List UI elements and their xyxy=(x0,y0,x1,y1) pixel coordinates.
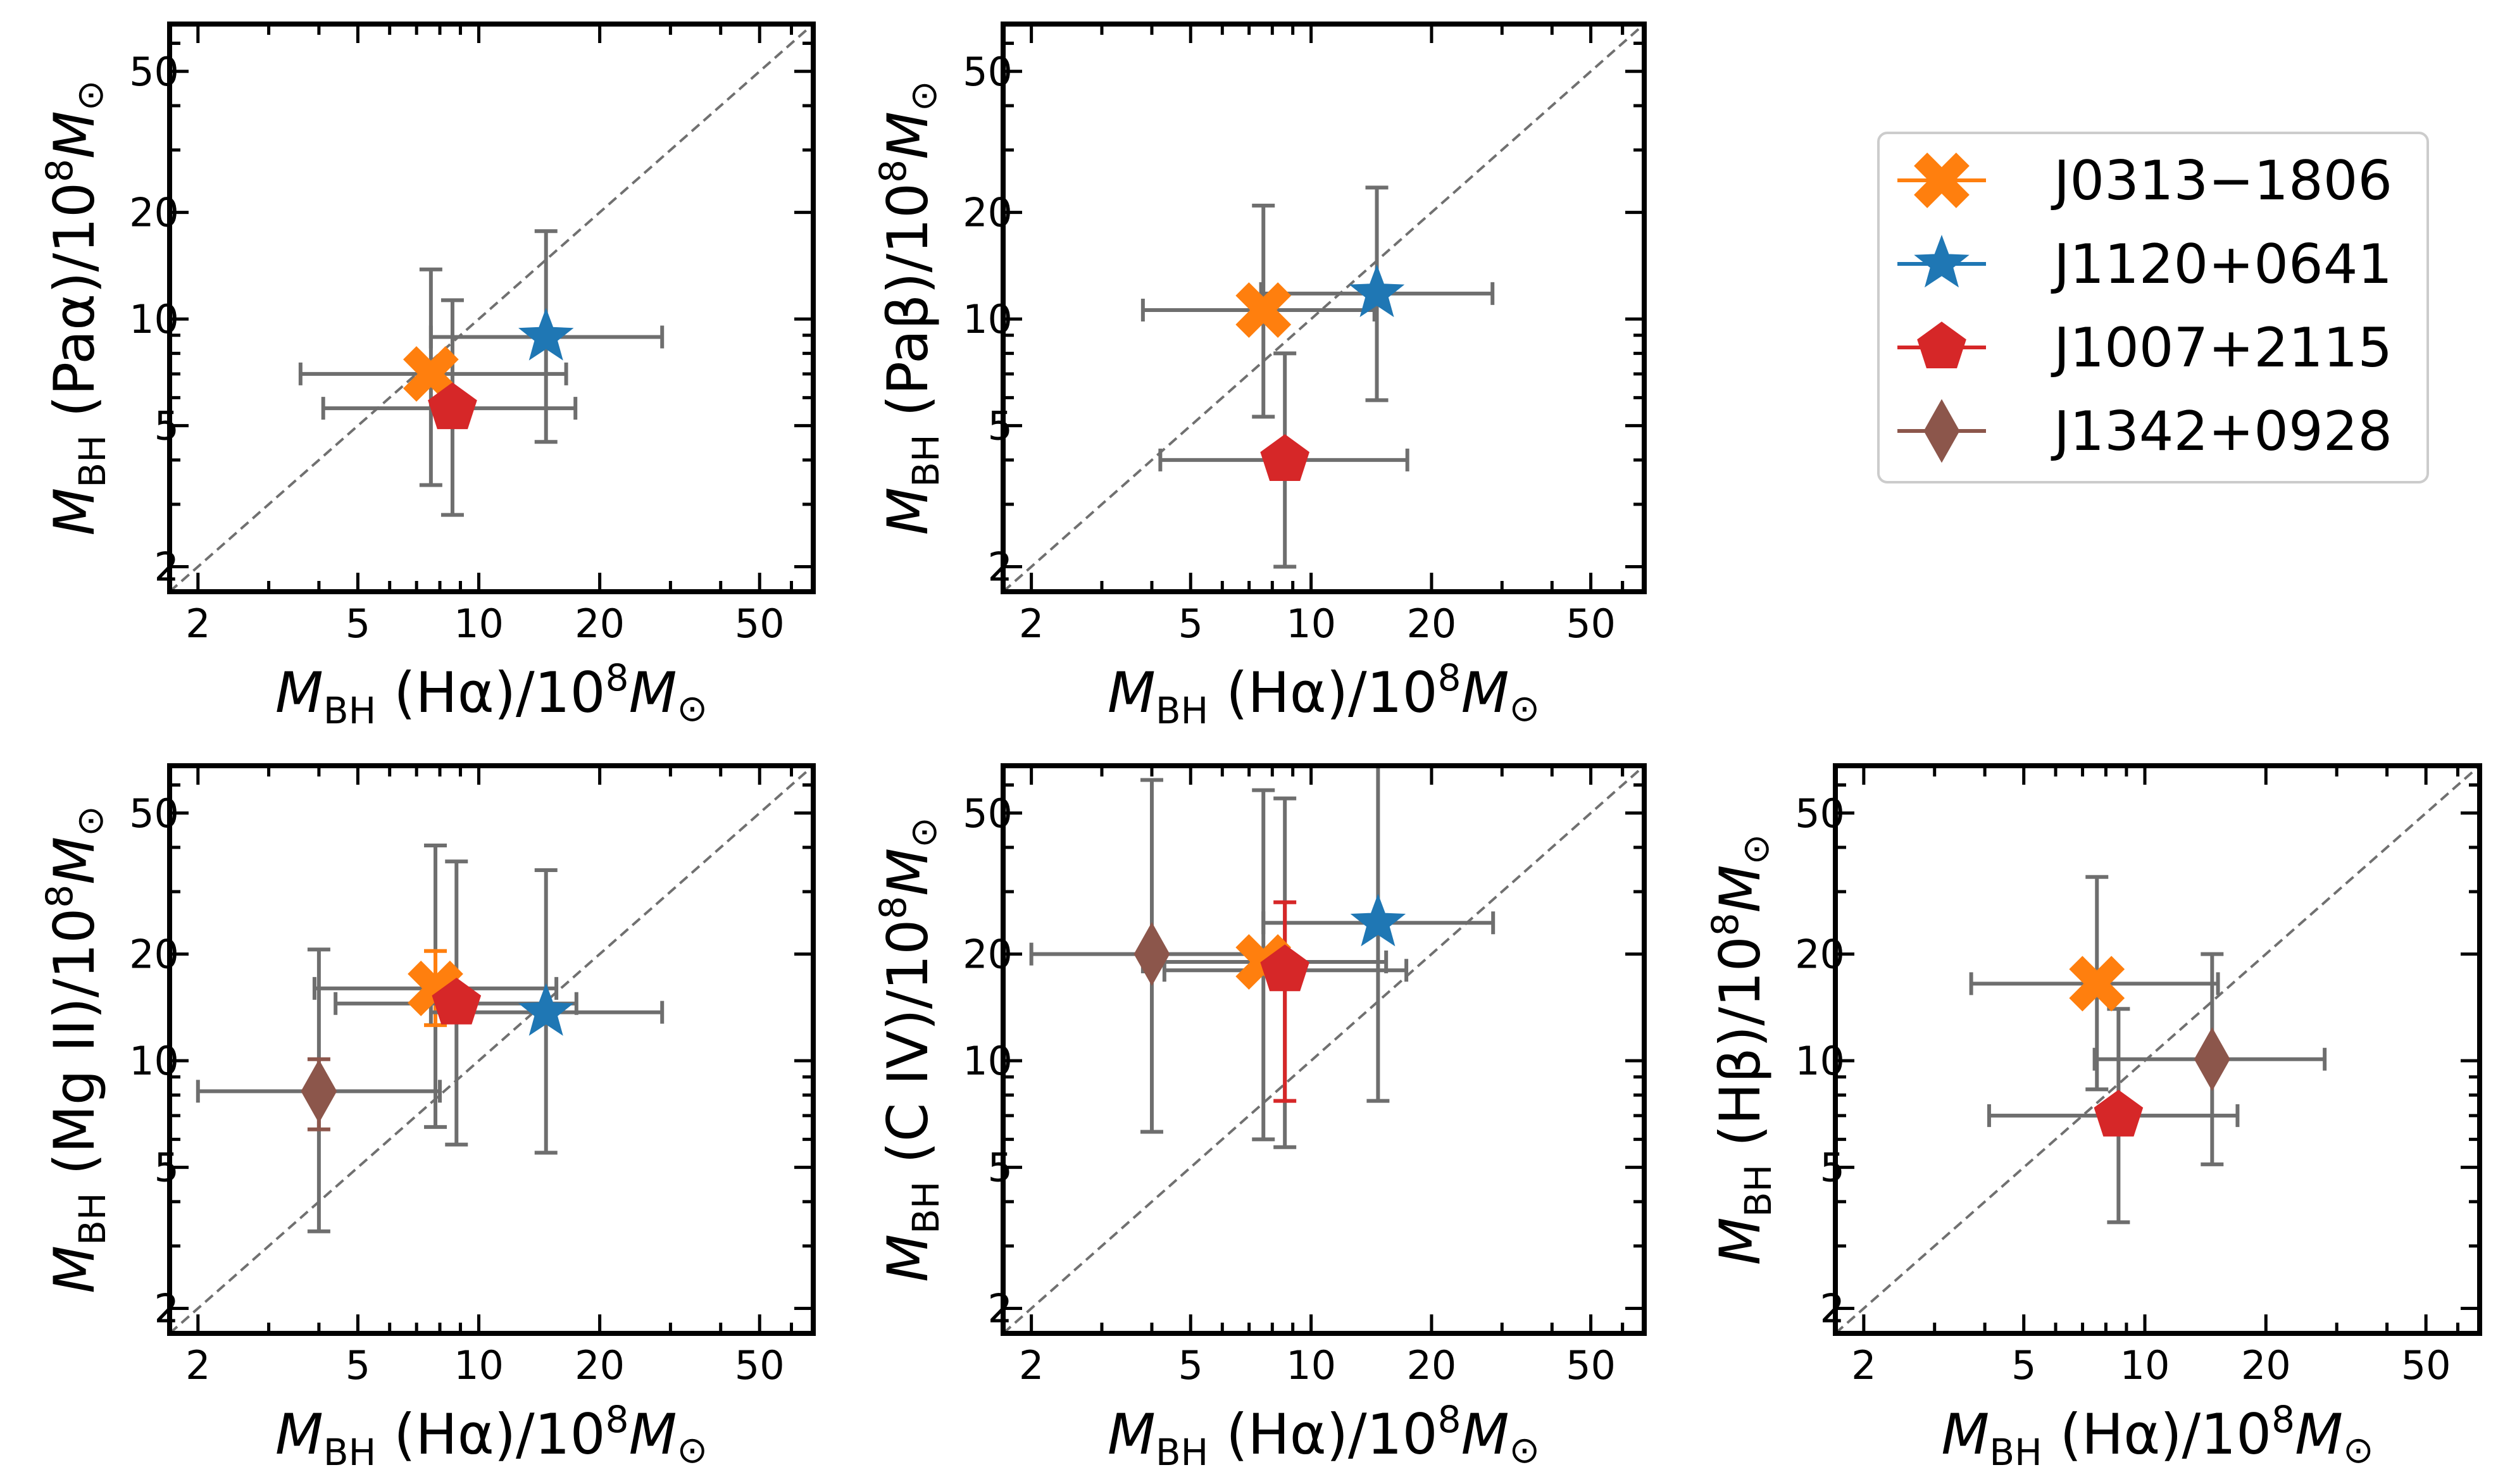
y-tick-label: 2 xyxy=(1820,1285,1845,1331)
plot-frame xyxy=(1833,763,2482,1336)
data-point-x-filled xyxy=(2069,956,2125,1012)
x-tick-label: 5 xyxy=(2011,1342,2036,1388)
one-to-one-line xyxy=(1002,764,1646,1335)
x-axis-label: MBH (Hα)/108M⊙ xyxy=(275,656,708,732)
x-tick-label: 5 xyxy=(1178,1342,1203,1388)
one-to-one-line xyxy=(168,23,815,593)
data-series xyxy=(298,229,665,517)
ticks xyxy=(170,24,813,592)
one-to-one-line xyxy=(168,764,815,1335)
x-tick-label: 2 xyxy=(185,601,210,647)
x-tick-label: 5 xyxy=(346,601,370,647)
x-tick-label: 50 xyxy=(1566,1342,1616,1388)
x-tick-label: 10 xyxy=(2120,1342,2170,1388)
y-tick-label: 5 xyxy=(988,403,1013,449)
x-tick-label: 5 xyxy=(1178,601,1203,647)
data-point-diamond xyxy=(301,1059,337,1123)
legend-label: J1120+0641 xyxy=(2051,233,2392,296)
data-point-pentagon xyxy=(428,382,477,430)
data-point-star xyxy=(1350,894,1406,947)
data-point-star xyxy=(518,308,574,361)
legend-label: J1342+0928 xyxy=(2051,400,2392,463)
x-tick-label: 20 xyxy=(2241,1342,2291,1388)
x-axis-label: MBH (Hα)/108M⊙ xyxy=(1941,1398,2373,1474)
data-point-pentagon xyxy=(1260,434,1310,481)
data-point-star xyxy=(1349,264,1405,318)
x-tick-label: 20 xyxy=(1406,601,1456,647)
y-axis-label: MBH (Paα)/108M⊙ xyxy=(38,80,114,535)
data-point-diamond xyxy=(2194,1027,2230,1092)
x-tick-label: 20 xyxy=(575,601,625,647)
data-point-pentagon xyxy=(432,977,482,1025)
data-point-pentagon xyxy=(1260,944,1310,992)
legend-diamond-icon xyxy=(1923,399,1960,463)
legend-box xyxy=(1877,132,2429,483)
y-tick-label: 2 xyxy=(154,544,179,590)
x-tick-label: 20 xyxy=(575,1342,625,1388)
y-tick-label: 2 xyxy=(988,544,1013,590)
x-axis-label: MBH (Hα)/108M⊙ xyxy=(1108,656,1540,732)
one-to-one-line xyxy=(1002,23,1646,593)
x-tick-label: 2 xyxy=(1019,601,1044,647)
legend-star-icon xyxy=(1914,235,1970,288)
y-axis-label: MBH (Mg II)/108M⊙ xyxy=(38,806,114,1294)
x-tick-label: 5 xyxy=(346,1342,370,1388)
data-series xyxy=(1969,875,2327,1225)
data-series xyxy=(196,844,665,1233)
plot-frame xyxy=(167,22,816,594)
data-point-x-filled xyxy=(1235,282,1292,338)
x-tick-label: 50 xyxy=(1566,601,1616,647)
plot-frame xyxy=(1001,22,1647,594)
inner-errorbar xyxy=(1273,900,1297,1103)
one-to-one-line xyxy=(1834,764,2481,1335)
data-point-diamond xyxy=(1133,922,1170,987)
y-tick-label: 5 xyxy=(154,403,179,449)
y-axis-label: MBH (C IV)/108M⊙ xyxy=(871,817,947,1282)
y-tick-label: 2 xyxy=(988,1285,1013,1331)
legend-label: J0313−1806 xyxy=(2051,149,2392,213)
legend-label: J1007+2115 xyxy=(2051,316,2392,380)
legend: J0313−1806 J1120+0641 J1007+2115 J1342+0928 xyxy=(1877,132,2429,483)
x-tick-label: 50 xyxy=(735,601,785,647)
data-point-pentagon xyxy=(2094,1090,2144,1137)
x-tick-label: 2 xyxy=(1851,1342,1876,1388)
x-tick-label: 2 xyxy=(1019,1342,1044,1388)
data-series xyxy=(1029,766,1496,1149)
y-tick-label: 5 xyxy=(1820,1145,1845,1191)
x-tick-label: 10 xyxy=(454,601,504,647)
x-axis-label: MBH (Hα)/108M⊙ xyxy=(1108,1398,1540,1474)
plot-frame xyxy=(1001,763,1647,1336)
legend-pentagon-icon xyxy=(1917,321,1966,369)
y-tick-label: 5 xyxy=(154,1145,179,1191)
data-series xyxy=(1140,185,1495,569)
y-tick-label: 5 xyxy=(988,1145,1013,1191)
x-tick-label: 10 xyxy=(1286,1342,1336,1388)
x-tick-label: 50 xyxy=(2401,1342,2451,1388)
y-axis-label: MBH (Hβ)/108M⊙ xyxy=(1704,834,1780,1265)
x-tick-label: 2 xyxy=(185,1342,210,1388)
legend-x-filled-icon xyxy=(1914,153,1970,208)
plot-frame xyxy=(167,763,816,1336)
data-point-star xyxy=(518,983,574,1036)
y-axis-label: MBH (Paβ)/108M⊙ xyxy=(871,80,947,535)
y-tick-label: 2 xyxy=(154,1285,179,1331)
x-tick-label: 50 xyxy=(735,1342,785,1388)
data-point-x-filled xyxy=(403,346,459,402)
x-tick-label: 10 xyxy=(454,1342,504,1388)
x-tick-label: 10 xyxy=(1286,601,1336,647)
x-axis-label: MBH (Hα)/108M⊙ xyxy=(275,1398,708,1474)
x-tick-label: 20 xyxy=(1406,1342,1456,1388)
